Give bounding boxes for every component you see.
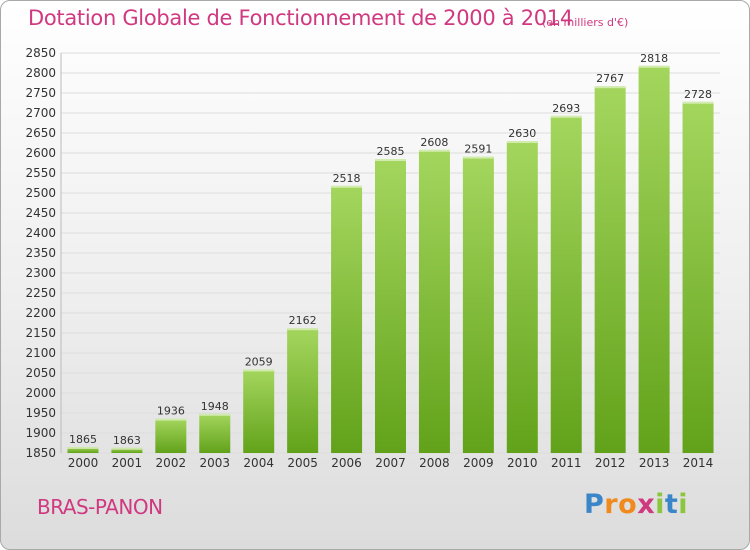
bar-highlight — [155, 418, 187, 421]
bar-2000 — [67, 447, 99, 453]
value-label: 2818 — [640, 52, 668, 65]
x-tick-label: 2000 — [68, 456, 99, 470]
value-label: 2630 — [508, 127, 536, 140]
x-tick-label: 2014 — [683, 456, 714, 470]
value-label: 2518 — [333, 172, 361, 185]
value-label: 1948 — [201, 400, 229, 413]
bar-2004 — [243, 369, 275, 453]
chart-unit: (en milliers d'€) — [542, 16, 629, 29]
x-tick-label: 2001 — [112, 456, 143, 470]
value-label: 2608 — [420, 136, 448, 149]
x-tick-label: 2009 — [463, 456, 494, 470]
x-tick-label: 2006 — [331, 456, 362, 470]
value-label: 2585 — [377, 145, 405, 158]
bar-highlight — [375, 159, 406, 161]
x-tick-label: 2007 — [375, 456, 406, 470]
value-label: 1865 — [69, 433, 97, 446]
bar-highlight — [418, 149, 450, 152]
value-label: 2693 — [552, 102, 580, 115]
bar-highlight — [462, 156, 494, 159]
y-tick-label: 2500 — [25, 186, 56, 200]
x-tick-label: 2013 — [639, 456, 670, 470]
y-tick-label: 2250 — [25, 286, 56, 300]
bar-highlight — [67, 447, 99, 449]
bar-2012 — [594, 86, 626, 453]
bar-2006 — [331, 185, 363, 454]
y-tick-label: 2050 — [25, 366, 56, 380]
bar-2013 — [638, 65, 670, 454]
y-tick-label: 2600 — [25, 146, 56, 160]
y-tick-label: 2150 — [25, 326, 56, 340]
value-label: 2728 — [684, 88, 712, 101]
x-tick-label: 2008 — [419, 456, 450, 470]
y-tick-label: 2650 — [25, 126, 56, 140]
bar-highlight — [550, 115, 582, 118]
bar-2007 — [375, 159, 406, 453]
y-tick-label: 1900 — [25, 426, 56, 440]
y-tick-label: 2800 — [25, 66, 56, 80]
x-tick-label: 2003 — [199, 456, 230, 470]
value-label: 1863 — [113, 434, 141, 447]
y-axis-labels: 1850 1900 1950 2000 2050 2100 2150 2200 2250 2300… — [25, 46, 56, 460]
commune-name: BRAS-PANON — [37, 495, 163, 519]
y-tick-label: 1950 — [25, 406, 56, 420]
y-tick-label: 2700 — [25, 106, 56, 120]
bar-highlight — [199, 413, 231, 416]
value-label: 2162 — [289, 314, 317, 327]
y-tick-label: 1850 — [25, 446, 56, 460]
bar-2001 — [111, 447, 143, 453]
bar-highlight — [287, 328, 319, 331]
logo-letter: i — [678, 489, 689, 520]
bar-2003 — [199, 413, 231, 453]
bar-2011 — [550, 115, 582, 454]
bar-2005 — [287, 328, 319, 453]
y-tick-label: 2450 — [25, 206, 56, 220]
bar-2002 — [155, 418, 187, 453]
bar-highlight — [111, 447, 143, 450]
chart-title: Dotation Globale de Fonctionnement de 20… — [28, 6, 573, 30]
value-label: 2767 — [596, 72, 624, 85]
bars — [67, 65, 714, 454]
value-labels: 1865 1863 1936 1948 2059 2162 2518 2585 2608 2591… — [69, 52, 712, 447]
y-tick-label: 2200 — [25, 306, 56, 320]
x-tick-label: 2005 — [287, 456, 318, 470]
logo-letter: r — [604, 489, 619, 520]
bar-highlight — [638, 65, 670, 68]
logo-letter: o — [618, 489, 638, 520]
y-tick-label: 2100 — [25, 346, 56, 360]
y-tick-label: 2750 — [25, 86, 56, 100]
x-axis-labels: 2000 2001 2002 2003 2004 2005 2006 2007 2008 2009… — [68, 456, 714, 470]
logo-letter: t — [664, 489, 679, 520]
x-tick-label: 2002 — [156, 456, 187, 470]
y-tick-label: 2400 — [25, 226, 56, 240]
logo-letter: i — [655, 489, 665, 520]
logo-letter: x — [637, 489, 656, 520]
bar-highlight — [594, 86, 626, 89]
value-label: 2591 — [464, 143, 492, 156]
x-tick-label: 2011 — [551, 456, 582, 470]
y-tick-label: 2550 — [25, 166, 56, 180]
x-tick-label: 2010 — [507, 456, 538, 470]
bar-2010 — [506, 141, 538, 453]
x-tick-label: 2012 — [595, 456, 626, 470]
bar-highlight — [331, 185, 363, 188]
proxiti-logo: Proxiti — [584, 489, 688, 520]
bar-2014 — [682, 101, 714, 454]
bar-highlight — [682, 101, 714, 104]
bar-highlight — [506, 141, 538, 143]
bar-2009 — [462, 156, 494, 453]
bar-highlight — [243, 369, 275, 372]
bar-2008 — [418, 149, 450, 454]
y-tick-label: 2350 — [25, 246, 56, 260]
value-label: 2059 — [245, 355, 273, 368]
y-tick-label: 2850 — [25, 46, 56, 60]
logo-letter: P — [584, 489, 605, 520]
y-tick-label: 2000 — [25, 386, 56, 400]
value-label: 1936 — [157, 405, 185, 418]
x-tick-label: 2004 — [243, 456, 274, 470]
y-tick-label: 2300 — [25, 266, 56, 280]
